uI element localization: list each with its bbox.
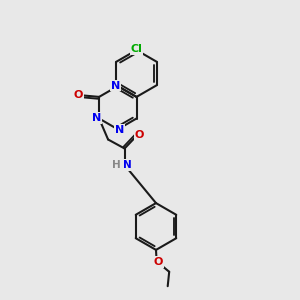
Text: N: N — [111, 80, 120, 91]
Text: N: N — [115, 125, 124, 135]
Text: H: H — [112, 160, 121, 170]
Text: O: O — [74, 90, 83, 100]
Text: O: O — [154, 257, 163, 267]
Text: Cl: Cl — [130, 44, 142, 54]
Text: O: O — [135, 130, 144, 140]
Text: N: N — [123, 160, 132, 170]
Text: N: N — [92, 113, 101, 123]
